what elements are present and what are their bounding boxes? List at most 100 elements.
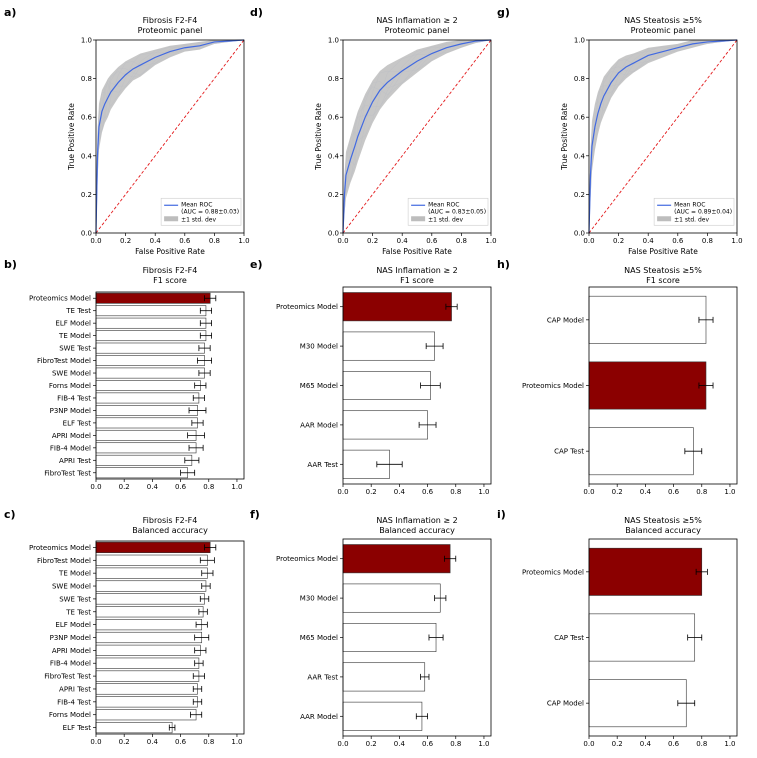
y-tick-label: 1.0 [574,37,585,45]
bar [588,295,707,344]
roc-panel-a: 0.00.0 0.2 0.2 0.4 0.4 0.6 0.6 0.8 0.8 1.0 1.0 Fibr… [4,6,250,256]
x-tick-label: 0.2 [612,740,623,748]
bar [588,427,694,476]
y-axis-label: True Positive Rate [67,103,76,171]
x-tick-label: 0.2 [613,237,624,245]
x-tick-label: 0.6 [422,488,434,496]
category-label: FIB-4 Model [50,660,91,668]
category-label: Proteomics Model [522,382,584,390]
x-tick-label: 0.0 [90,237,101,245]
bar [95,380,201,391]
x-tick-label: 1.0 [231,738,242,746]
category-label: CAP Test [554,634,584,642]
bar [95,355,205,366]
chance-line [342,39,492,234]
roc-panel-d: 0.00.0 0.2 0.2 0.4 0.4 0.6 0.6 0.8 0.8 1.0 1.0 NAS … [250,6,497,256]
bar [342,331,435,361]
y-tick-label: 0.8 [574,75,585,83]
x-tick-label: 0.6 [668,740,680,748]
category-label: FIB-4 Model [50,444,91,452]
x-tick-label: 0.2 [366,740,377,748]
x-tick-label: 0.2 [366,488,377,496]
x-tick-label: 0.8 [203,483,214,491]
x-tick-label: 0.0 [583,488,594,496]
legend-band-label: ±1 std. dev [674,216,709,223]
chart-title: Fibrosis F2-F4 [143,16,198,25]
bar [95,330,207,342]
category-label: M65 Model [300,634,338,642]
x-tick-label: 0.6 [175,738,187,746]
mean-roc-curve [588,39,738,234]
category-label: TE Model [58,570,91,578]
x-tick-label: 0.0 [90,483,101,491]
x-tick-label: 0.2 [120,237,131,245]
bar-panel-i: Proteomics Model CAP Test CAP Model 0.0 0.2 0… [497,508,738,748]
category-label: Proteomics Model [29,544,91,552]
category-label: FibroTest Model [37,557,91,565]
y-tick-label: 0.4 [574,152,586,160]
bar-panel-f: Proteomics Model M30 Model M65 Model AAR Te… [250,508,492,748]
x-tick-label: 0.6 [175,483,187,491]
bar [95,541,211,554]
x-tick-label: 0.8 [450,740,461,748]
axes-frame [588,39,738,234]
y-axis-label: True Positive Rate [314,103,323,171]
category-label: Proteomics Model [29,295,91,303]
chart-title: NAS Steatosis ≥5% [624,16,702,25]
legend-band-label: ±1 std. dev [428,216,463,223]
x-tick-label: 0.2 [119,483,130,491]
chart-subtitle: F1 score [400,276,434,285]
category-label: M65 Model [300,382,338,390]
bar [95,709,197,721]
panel-label: d) [250,6,263,19]
bar [95,305,207,317]
bar [95,670,200,682]
x-tick-label: 1.0 [485,237,496,245]
x-tick-label: 0.4 [394,740,406,748]
axes-frame [588,286,738,485]
x-tick-label: 0.4 [397,237,409,245]
y-tick-label: 0.8 [81,75,92,83]
bar [342,410,428,440]
bar [95,631,203,644]
bar [95,554,208,566]
x-tick-label: 0.6 [426,237,438,245]
category-label: ELF Model [55,621,91,629]
category-label: FIB-4 Test [57,394,91,402]
mean-roc-curve [342,39,492,234]
x-tick-label: 0.4 [640,488,652,496]
bar-panel-b: Proteomics Model TE Test ELF Model TE Model… [4,258,245,491]
bar [342,623,437,652]
mean-roc-curve [95,39,245,234]
category-label: ELF Test [63,724,92,732]
category-label: Forns Model [49,711,91,719]
legend-mean-auc: (AUC = 0.88±0.03) [181,208,239,215]
chart-subtitle: Balanced accuracy [625,526,701,535]
y-tick-label: 0.2 [328,191,339,199]
bar [95,405,198,416]
y-tick-label: 1.0 [328,37,339,45]
chart-subtitle: F1 score [646,276,680,285]
axes-frame [588,538,738,737]
x-tick-label: 0.0 [337,488,348,496]
category-label: Forns Model [49,382,91,390]
x-axis-label: False Positive Rate [382,247,452,256]
category-label: CAP Test [554,448,584,456]
panel-label: b) [4,258,17,271]
x-tick-label: 0.8 [209,237,220,245]
bar [342,371,431,400]
legend-band-label: ±1 std. dev [181,216,216,223]
x-tick-label: 0.4 [147,483,159,491]
category-label: FibroTest Test [44,673,91,681]
x-tick-label: 0.0 [337,740,348,748]
bar [95,442,197,454]
category-label: P3NP Model [50,407,91,415]
x-tick-label: 1.0 [478,488,489,496]
category-label: AAR Model [300,713,338,721]
category-label: M30 Model [300,343,338,351]
axes-frame [95,291,245,480]
panel-label: c) [4,508,16,521]
axes-frame [342,39,492,234]
y-tick-label: 0.6 [574,114,586,122]
